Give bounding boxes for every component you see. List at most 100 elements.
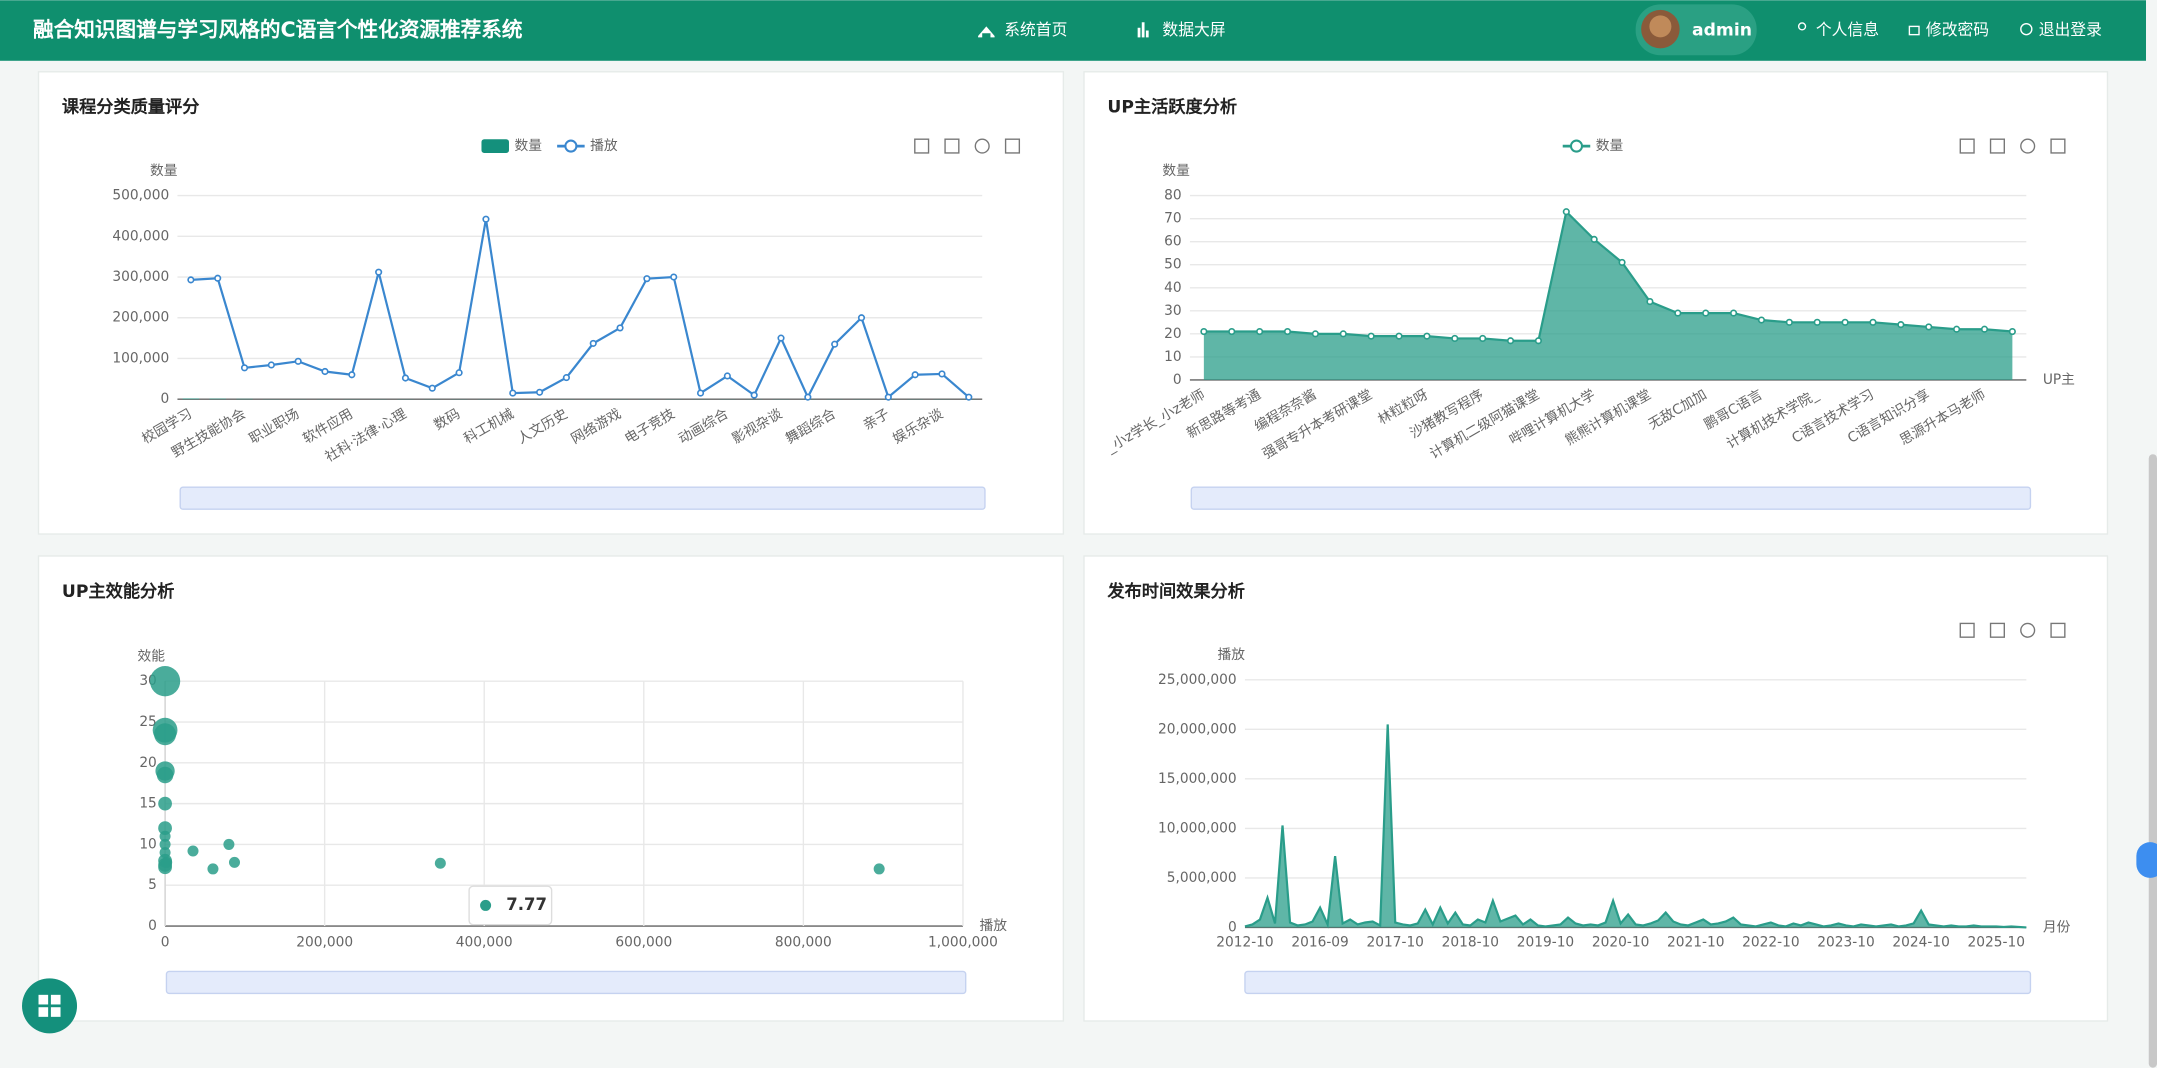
point bbox=[428, 384, 436, 392]
point bbox=[348, 371, 356, 379]
point bbox=[911, 371, 919, 379]
point bbox=[158, 796, 172, 811]
y-tick-label: 50 bbox=[1164, 257, 1182, 273]
x-tick-label: 2025-10 bbox=[1968, 935, 2025, 951]
x-tick-label: 2021-10 bbox=[1667, 935, 1724, 951]
point bbox=[804, 393, 812, 401]
point bbox=[1618, 258, 1626, 266]
y-axis-name: 数量 bbox=[150, 163, 178, 179]
legend-swatch bbox=[481, 139, 509, 153]
area bbox=[1203, 211, 2013, 380]
legend-label: 数量 bbox=[514, 138, 542, 154]
lock-icon bbox=[1908, 25, 1920, 36]
zoom-slider bbox=[1190, 486, 2032, 510]
toolbox-icon bbox=[2020, 138, 2036, 154]
point bbox=[149, 666, 181, 697]
x-axis-name: 月份 bbox=[2043, 919, 2071, 935]
area-line bbox=[1203, 209, 2013, 342]
point bbox=[1757, 316, 1766, 324]
point bbox=[777, 334, 785, 342]
point bbox=[1534, 337, 1542, 345]
point bbox=[223, 838, 235, 850]
point bbox=[267, 361, 275, 369]
y-tick-label: 25,000,000 bbox=[1158, 672, 1237, 688]
point bbox=[1590, 235, 1598, 243]
point bbox=[1339, 330, 1347, 338]
point bbox=[616, 324, 624, 332]
y-tick-label: 0 bbox=[148, 918, 157, 934]
y-tick-label: 20,000,000 bbox=[1158, 721, 1237, 737]
legend-swatch bbox=[1569, 139, 1584, 153]
menu-link[interactable]: 个人信息 bbox=[1816, 20, 1879, 39]
y-tick-label: 200,000 bbox=[112, 310, 169, 326]
point bbox=[1562, 208, 1570, 216]
point bbox=[434, 857, 446, 869]
tooltip-value: 7.77 bbox=[506, 895, 547, 914]
nav-link[interactable]: 数据大屏 bbox=[1162, 20, 1225, 39]
point bbox=[207, 863, 219, 875]
y-tick-label: 300,000 bbox=[112, 269, 169, 285]
y-tick-label: 0 bbox=[160, 391, 169, 407]
point bbox=[240, 364, 249, 372]
y-tick-label: 0 bbox=[1228, 919, 1237, 935]
toolbox-icon bbox=[1989, 622, 2005, 638]
point bbox=[401, 374, 410, 382]
area-line bbox=[1244, 724, 2027, 929]
y-tick-label: 5 bbox=[148, 877, 157, 893]
legend-label: 播放 bbox=[590, 138, 618, 154]
x-tick-label: 2024-10 bbox=[1892, 935, 1949, 951]
side-tab[interactable] bbox=[2136, 842, 2157, 878]
y-tick-label: 0 bbox=[1173, 372, 1182, 388]
zoom-slider bbox=[165, 970, 967, 995]
point bbox=[1311, 330, 1319, 338]
y-tick-label: 40 bbox=[1164, 280, 1182, 296]
point bbox=[1646, 298, 1654, 306]
point bbox=[321, 367, 329, 376]
toolbox-icon bbox=[1004, 138, 1021, 154]
grid-icon bbox=[38, 994, 61, 1017]
point bbox=[873, 863, 885, 875]
nav-link[interactable]: 系统首页 bbox=[1004, 20, 1067, 39]
avatar-face bbox=[1649, 15, 1672, 38]
point bbox=[1841, 318, 1849, 326]
point bbox=[455, 369, 463, 377]
point bbox=[696, 389, 705, 397]
y-tick-label: 5,000,000 bbox=[1167, 870, 1237, 886]
point bbox=[884, 393, 892, 401]
y-tick-label: 15 bbox=[139, 796, 157, 812]
point bbox=[1367, 332, 1375, 340]
toolbox-icon bbox=[974, 138, 990, 154]
toolbox-icon bbox=[2050, 622, 2066, 638]
point bbox=[1897, 321, 1905, 329]
x-tick-label: 2016-09 bbox=[1291, 935, 1348, 951]
point bbox=[2008, 327, 2016, 336]
y-tick-label: 100,000 bbox=[112, 350, 169, 366]
x-axis-name: UP主 bbox=[2043, 372, 2075, 388]
point bbox=[965, 393, 973, 401]
chart-icon bbox=[1137, 22, 1149, 38]
point bbox=[156, 766, 174, 784]
menu-link[interactable]: 退出登录 bbox=[2039, 20, 2102, 39]
power-icon bbox=[2020, 22, 2033, 36]
zoom-slider bbox=[179, 486, 986, 510]
y-tick-label: 20 bbox=[139, 755, 157, 771]
top-bar bbox=[0, 0, 2146, 61]
x-tick-label: 400,000 bbox=[456, 935, 513, 951]
point bbox=[1702, 309, 1710, 317]
point bbox=[159, 838, 171, 850]
menu-link[interactable]: 修改密码 bbox=[1926, 20, 1989, 39]
y-tick-label: 70 bbox=[1164, 211, 1182, 227]
y-tick-label: 30 bbox=[1164, 303, 1182, 319]
point bbox=[1228, 327, 1236, 336]
scrollbar[interactable] bbox=[2148, 454, 2157, 1068]
point bbox=[831, 340, 839, 348]
float-button[interactable] bbox=[22, 978, 78, 1034]
point bbox=[562, 374, 570, 382]
point bbox=[294, 357, 302, 365]
chart-title: 发布时间效果分析 bbox=[1106, 581, 1245, 602]
point bbox=[938, 370, 946, 378]
y-tick-label: 10,000,000 bbox=[1158, 820, 1237, 836]
home-icon bbox=[978, 26, 995, 38]
point bbox=[1256, 327, 1264, 336]
toolbox-icon bbox=[1989, 138, 2005, 154]
